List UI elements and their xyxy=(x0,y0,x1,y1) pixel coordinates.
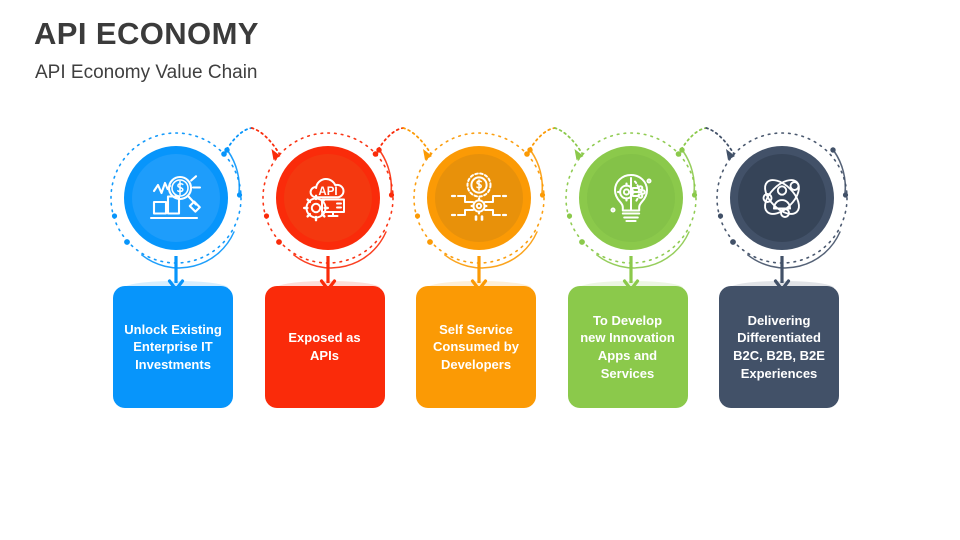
step-card-label-3: Self Service Consumed by Developers xyxy=(433,321,519,374)
step-card-2[interactable]: Exposed as APIs xyxy=(264,286,385,408)
step-card-line: Consumed by xyxy=(433,339,519,355)
step-icon-circle-2[interactable]: API xyxy=(275,146,380,250)
step-card-line: To Develop xyxy=(592,312,663,328)
lightbulb-gear-circuit-icon xyxy=(599,168,663,228)
step-card-line: Experiences xyxy=(740,365,818,381)
person-atom-network-icon xyxy=(750,168,814,228)
api-cloud-monitor-gear-icon: API xyxy=(296,168,360,228)
step-card-label-4: To Develop new Innovation Apps and Services xyxy=(580,312,675,382)
step-card-5[interactable]: Delivering Differentiated B2C, B2B, B2E Exp… xyxy=(719,286,839,408)
step-card-line: Services xyxy=(600,365,655,381)
page-subtitle: API Economy Value Chain xyxy=(35,62,258,83)
step-card-line: Investments xyxy=(135,356,211,372)
step-card-line: Enterprise IT xyxy=(133,339,213,355)
step-card-line: APIs xyxy=(310,348,339,363)
value-chain-step-3[interactable]: Self Service Consumed by Developers xyxy=(399,110,559,420)
step-card-line: Developers xyxy=(440,356,512,372)
step-icon-circle-1[interactable] xyxy=(124,146,228,250)
step-card-label-2: Exposed as APIs xyxy=(288,329,360,364)
value-chain-step-2[interactable]: API Exposed as APIs xyxy=(248,110,408,420)
coin-circuit-gear-icon xyxy=(447,168,511,228)
step-card-line: Differentiated xyxy=(737,330,821,346)
page-title: API ECONOMY xyxy=(34,16,259,51)
step-card-line: Exposed as xyxy=(288,330,361,346)
step-icon-circle-3[interactable] xyxy=(427,146,531,250)
svg-text:API: API xyxy=(318,186,337,198)
step-icon-circle-4[interactable] xyxy=(578,146,683,250)
step-card-line: Apps and xyxy=(597,348,658,363)
step-card-line: Unlock Existing xyxy=(124,321,222,337)
magnifier-dollar-barchart-icon xyxy=(144,168,208,228)
value-chain-step-4[interactable]: To Develop new Innovation Apps and Services xyxy=(551,110,711,420)
step-card-label-1: Unlock Existing Enterprise IT Investments xyxy=(124,321,222,374)
value-chain-step-1[interactable]: Unlock Existing Enterprise IT Investments xyxy=(96,110,256,420)
step-card-3[interactable]: Self Service Consumed by Developers xyxy=(416,286,536,408)
step-card-line: Delivering xyxy=(747,312,811,328)
step-icon-circle-5[interactable] xyxy=(730,146,834,250)
step-icon-inner-disc-5 xyxy=(738,154,826,242)
step-card-1[interactable]: Unlock Existing Enterprise IT Investments xyxy=(113,286,233,408)
step-card-line: new Innovation xyxy=(580,330,675,346)
step-card-label-5: Delivering Differentiated B2C, B2B, B2E Exp… xyxy=(733,312,825,382)
value-chain-diagram: Unlock Existing Enterprise IT Investments … xyxy=(0,110,960,420)
value-chain-step-5[interactable]: Delivering Differentiated B2C, B2B, B2E Exp… xyxy=(702,110,862,420)
step-card-line: Self Service xyxy=(439,321,513,337)
step-card-4[interactable]: To Develop new Innovation Apps and Services xyxy=(567,286,688,408)
step-card-line: B2C, B2B, B2E xyxy=(733,348,825,363)
